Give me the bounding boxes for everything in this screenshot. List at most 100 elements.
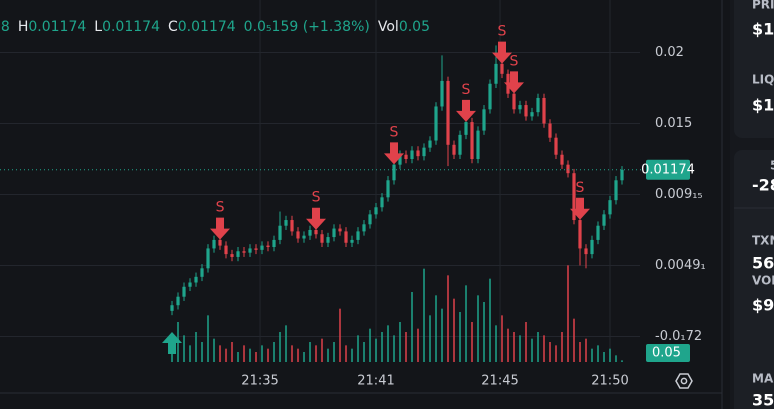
side-value: 56 — [752, 254, 774, 273]
volume-bar — [483, 302, 486, 362]
candle-body — [422, 147, 426, 157]
volume-bar — [621, 360, 624, 362]
candle-body — [296, 231, 300, 239]
candle-body — [332, 228, 336, 238]
sell-label: S — [216, 200, 225, 216]
volume-bar — [513, 332, 516, 362]
volume-bar — [555, 345, 558, 362]
candle-body — [344, 231, 348, 243]
sell-marker — [492, 41, 513, 64]
header-label: L — [94, 19, 102, 35]
candle-body — [338, 228, 342, 232]
settings-icon[interactable] — [675, 373, 693, 389]
candle-body — [494, 63, 498, 84]
candle-body — [488, 83, 492, 110]
volume-bar — [285, 325, 288, 362]
volume-bar — [213, 338, 216, 362]
side-label: 5 — [770, 159, 774, 173]
candle-body — [284, 220, 288, 226]
candle-body — [404, 154, 408, 159]
volume-bar — [369, 328, 372, 362]
volume-bar — [303, 352, 306, 362]
sell-label: S — [390, 124, 399, 140]
volume-bar — [339, 308, 342, 362]
volume-bar — [501, 315, 504, 362]
side-label: TXN — [752, 234, 774, 248]
candle-body — [584, 248, 588, 255]
side-value: $12 — [752, 96, 774, 115]
volume-bar — [429, 315, 432, 362]
x-tick-label: 21:50 — [591, 374, 628, 389]
side-label: VOL — [752, 274, 774, 288]
volume-bar — [249, 348, 252, 362]
candle-body — [578, 220, 582, 249]
candle-body — [236, 251, 240, 257]
x-tick-label: 21:41 — [357, 374, 394, 389]
volume-bar — [465, 285, 468, 362]
volume-bar — [333, 342, 336, 362]
volume-bar — [585, 338, 588, 362]
volume-bar — [453, 298, 456, 362]
candle-body — [602, 214, 606, 226]
volume-bar — [447, 275, 450, 362]
candle-body — [608, 200, 612, 215]
candle-body — [218, 239, 222, 246]
sell-label: S — [462, 82, 471, 98]
volume-bar — [255, 352, 258, 362]
volume-bar — [273, 342, 276, 362]
volume-bar — [237, 352, 240, 362]
candle-body — [416, 150, 420, 157]
candle-body — [410, 150, 414, 159]
volume-bar — [435, 295, 438, 362]
volume-bar — [279, 332, 282, 362]
volume-bar — [537, 332, 540, 362]
price-badge — [646, 159, 690, 180]
candle-body — [254, 248, 258, 250]
candle-body — [212, 239, 216, 249]
volume-bar — [267, 348, 270, 362]
volume-bar — [507, 328, 510, 362]
y-tick-label: 0.015 — [655, 116, 692, 131]
sell-marker — [384, 142, 405, 165]
volume-bar — [543, 335, 546, 362]
candle-body — [398, 154, 402, 165]
candle-body — [554, 137, 558, 155]
side-card — [734, 0, 774, 138]
candle-body — [182, 286, 186, 297]
candle-body — [362, 224, 366, 232]
volume-bar — [477, 295, 480, 362]
header-label: H — [18, 19, 29, 35]
volume-bar — [207, 315, 210, 362]
candle-body — [248, 248, 252, 253]
candle-body — [560, 154, 564, 165]
candle-body — [278, 225, 282, 240]
candle-body — [374, 207, 378, 215]
volume-bar — [603, 352, 606, 362]
sell-marker — [504, 71, 525, 94]
volume-bar — [549, 342, 552, 362]
volume-bar — [363, 342, 366, 362]
volume-bar — [417, 328, 420, 362]
header-label: Vol — [378, 19, 399, 35]
volume-bar — [315, 345, 318, 362]
candle-body — [458, 134, 462, 155]
volume-bar — [519, 335, 522, 362]
header-value: 0.01174 — [28, 19, 86, 35]
candle-body — [188, 282, 192, 287]
candle-body — [512, 93, 516, 110]
sell-label: S — [498, 24, 507, 40]
volume-bar — [405, 332, 408, 362]
side-value: 35 — [752, 391, 774, 409]
volume-bar — [615, 355, 618, 362]
volume-bar — [411, 292, 414, 362]
candle-body — [392, 164, 396, 181]
volume-bar — [291, 345, 294, 362]
candle-body — [302, 235, 306, 239]
candle-body — [266, 245, 270, 248]
header-value: 0.05 — [399, 19, 430, 35]
volume-bar — [375, 338, 378, 362]
volume-bar — [261, 345, 264, 362]
candle-body — [368, 214, 372, 225]
